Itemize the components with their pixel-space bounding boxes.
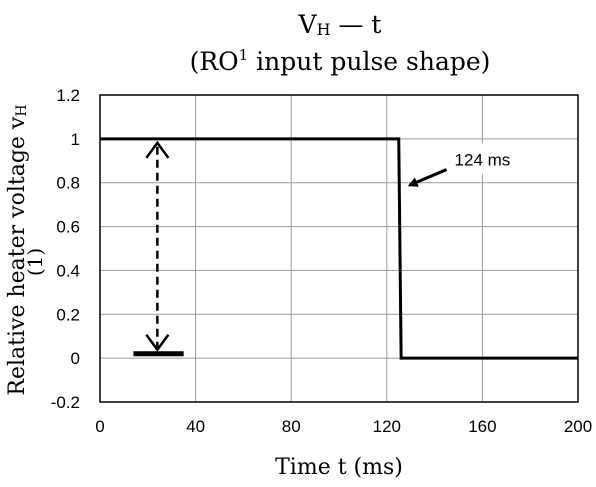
title-v-subscript: H [317, 20, 331, 39]
pulse-width-label: 124 ms [455, 151, 511, 170]
tick-labels: 0 40 80 120 160 200 -0.2 0 0.2 0.4 0.6 0.8 1 1.2 [51, 86, 592, 436]
title-ro: (RO [190, 47, 239, 76]
x-tick-label: 120 [373, 417, 401, 436]
y-axis-label-subscript: H [14, 104, 30, 116]
amplitude-arrow-head-top [145, 140, 170, 159]
pulse-label-background [450, 143, 545, 174]
y-tick-label: 1.2 [56, 86, 80, 105]
x-axis-label: Time t (ms) [275, 455, 403, 480]
y-tick-label: 0.4 [56, 261, 80, 280]
y-tick-label: -0.2 [51, 393, 80, 412]
chart-title-line2: (RO1 input pulse shape) [190, 46, 491, 76]
y-tick-label: 0.8 [56, 174, 80, 193]
title-superscript: 1 [239, 46, 249, 64]
y-tick-label: 0.6 [56, 218, 80, 237]
x-tick-label: 160 [468, 417, 496, 436]
plot-area-frame [99, 94, 579, 403]
title-subtitle-rest: input pulse shape) [248, 47, 490, 76]
x-tick-label: 0 [95, 417, 104, 436]
y-tick-label: 0.2 [56, 305, 80, 324]
y-tick-label: 1 [71, 130, 80, 149]
x-tick-label: 200 [564, 417, 592, 436]
y-tick-label: 0 [71, 349, 80, 368]
y-axis-label-text: Relative heater voltage v [5, 116, 30, 395]
y-axis-unit: (1) [23, 248, 47, 276]
series-layer [100, 137, 578, 360]
pointer-arrow [407, 168, 448, 187]
grid-lines [100, 95, 578, 402]
title-v: V [298, 10, 318, 39]
x-tick-label: 80 [282, 417, 301, 436]
amplitude-arrow-head-bottom [145, 334, 170, 352]
annotation-layer: 124 ms [133, 140, 545, 357]
y-axis-label: Relative heater voltage vH [5, 104, 30, 395]
title-rest: — t [331, 10, 382, 39]
series-line-pulse [100, 137, 578, 360]
chart-title-line1: VH — t [298, 10, 382, 39]
x-tick-label: 40 [186, 417, 205, 436]
